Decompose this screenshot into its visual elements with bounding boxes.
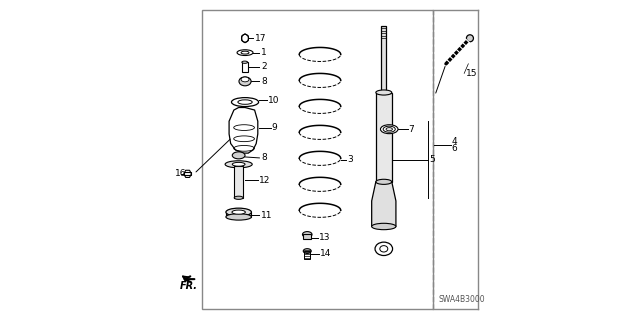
Ellipse shape [238, 100, 252, 104]
Polygon shape [184, 172, 191, 175]
Ellipse shape [383, 126, 396, 132]
Text: 3: 3 [347, 155, 353, 164]
Ellipse shape [226, 214, 252, 220]
Ellipse shape [386, 128, 392, 131]
Ellipse shape [372, 223, 396, 230]
Text: 17: 17 [255, 34, 266, 43]
Text: FR.: FR. [180, 280, 198, 291]
Ellipse shape [225, 161, 252, 168]
Text: 4: 4 [451, 137, 457, 146]
Text: 6: 6 [451, 144, 457, 153]
Polygon shape [229, 108, 258, 153]
Ellipse shape [232, 152, 245, 159]
Bar [381, 26, 387, 96]
Ellipse shape [303, 232, 312, 237]
Ellipse shape [376, 179, 392, 184]
Text: 2: 2 [261, 63, 267, 71]
Text: 13: 13 [319, 233, 331, 242]
Ellipse shape [467, 35, 474, 42]
Text: 12: 12 [259, 176, 270, 185]
Text: 11: 11 [261, 211, 273, 220]
Ellipse shape [376, 90, 392, 95]
Text: 8: 8 [261, 77, 267, 86]
Polygon shape [303, 234, 311, 239]
Text: 16: 16 [175, 169, 186, 178]
Ellipse shape [241, 77, 249, 82]
Text: 8: 8 [261, 153, 267, 162]
Text: 14: 14 [320, 249, 332, 258]
Bar [304, 251, 310, 259]
Ellipse shape [242, 61, 248, 63]
Text: 10: 10 [268, 96, 280, 105]
Text: 7: 7 [409, 125, 415, 134]
Ellipse shape [303, 249, 311, 253]
Ellipse shape [237, 50, 253, 56]
Ellipse shape [226, 208, 252, 216]
Ellipse shape [232, 210, 245, 214]
Text: SWA4B3000: SWA4B3000 [438, 295, 485, 304]
Ellipse shape [380, 246, 388, 252]
Bar [376, 93, 392, 182]
Ellipse shape [232, 98, 259, 107]
Ellipse shape [375, 242, 392, 256]
Ellipse shape [380, 125, 398, 134]
Text: 9: 9 [271, 123, 277, 132]
Ellipse shape [239, 77, 251, 86]
Text: 1: 1 [261, 48, 267, 57]
Text: 15: 15 [466, 69, 477, 78]
Bar [242, 62, 248, 72]
Ellipse shape [241, 51, 249, 54]
Bar [234, 166, 243, 198]
Text: 5: 5 [429, 155, 435, 164]
Ellipse shape [241, 34, 248, 42]
Polygon shape [372, 182, 396, 226]
Polygon shape [226, 212, 252, 217]
Ellipse shape [232, 162, 245, 166]
Ellipse shape [234, 196, 243, 199]
